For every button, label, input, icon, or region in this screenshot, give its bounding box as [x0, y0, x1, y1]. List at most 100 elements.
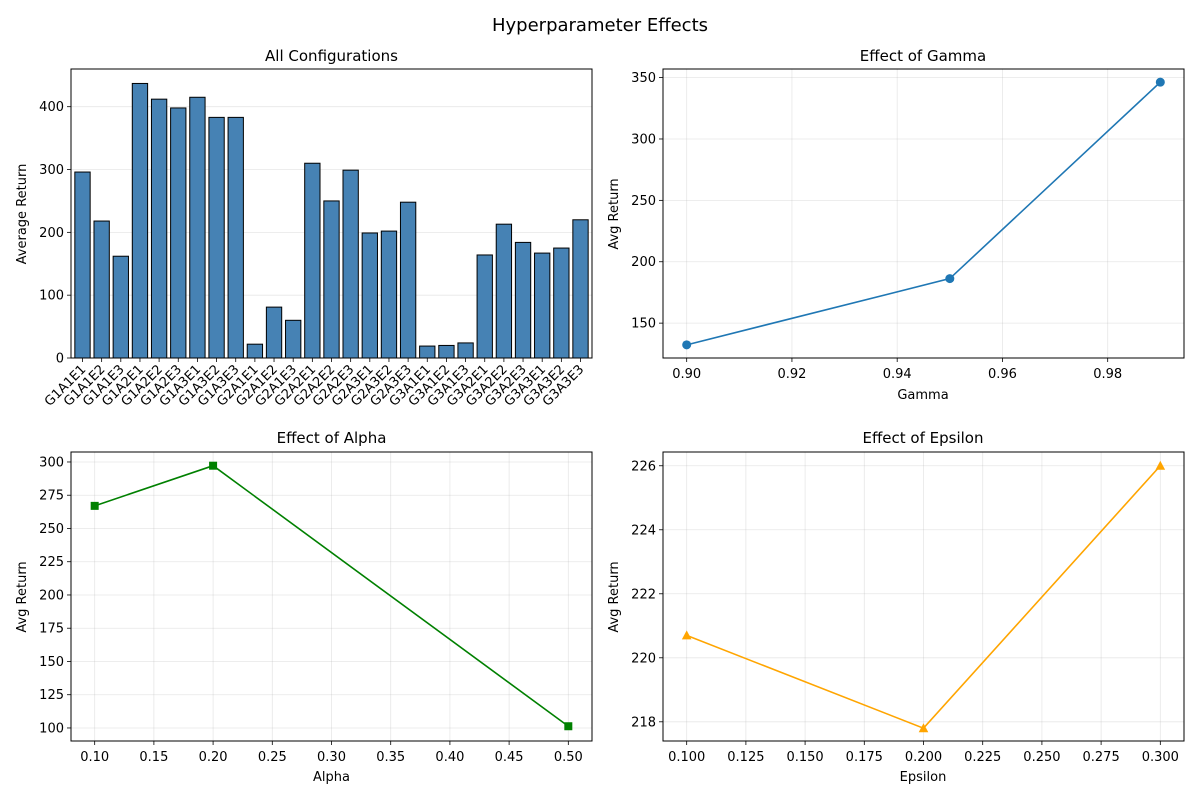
x-tick-label: 0.50	[554, 750, 583, 765]
data-point-marker	[681, 630, 692, 640]
bar-G2A2E1	[304, 162, 321, 359]
bar-G2A3E1	[361, 232, 378, 359]
x-tick-label: 0.15	[139, 750, 168, 765]
x-tick-label: 0.92	[777, 367, 806, 382]
x-tick-label: 0.200	[905, 750, 942, 765]
x-axis-label: Epsilon	[900, 770, 947, 785]
y-tick-label: 200	[39, 226, 64, 241]
y-tick-label: 200	[631, 255, 656, 270]
x-tick-label: 0.35	[376, 750, 405, 765]
bar-G3A2E1	[476, 254, 493, 359]
bar-G2A2E3	[342, 169, 359, 359]
x-tick-label: 0.98	[1093, 367, 1122, 382]
y-tick-label: 226	[631, 459, 656, 474]
plot-frame	[662, 68, 1185, 359]
bar-G1A3E3	[227, 116, 244, 359]
data-point-marker	[1155, 460, 1166, 470]
x-tick-label: 0.25	[258, 750, 287, 765]
bar-G1A1E3	[112, 255, 129, 359]
chart-title: Effect of Alpha	[277, 429, 387, 447]
bar-G3A1E3	[457, 342, 474, 359]
bar-G3A1E1	[419, 345, 436, 359]
bar-G3A1E2	[438, 344, 455, 359]
y-tick-label: 300	[39, 163, 64, 178]
y-axis-label: Avg Return	[607, 178, 622, 249]
y-tick-label: 250	[631, 194, 656, 209]
x-tick-label: 0.45	[495, 750, 524, 765]
x-tick-label: 0.300	[1142, 750, 1179, 765]
line-chart-effect-of-gamma: Effect of Gamma Gamma Avg Return 0.90 0.9…	[607, 47, 1185, 403]
bar-G3A3E1	[534, 252, 551, 359]
bar-G2A3E2	[380, 230, 398, 359]
bar-G2A1E1	[246, 343, 264, 359]
bar-G1A1E1	[74, 171, 91, 359]
bar-chart-all-configurations: All Configurations Average Return 0 100 20…	[15, 47, 593, 410]
x-tick-label: 0.150	[786, 750, 823, 765]
y-tick-label: 150	[631, 317, 656, 332]
y-tick-label: 250	[39, 522, 64, 537]
x-tick-label: 0.20	[199, 750, 228, 765]
data-point-marker	[564, 722, 573, 731]
plot-frame	[70, 68, 593, 359]
y-tick-label: 350	[631, 71, 656, 86]
chart-title: Effect of Epsilon	[863, 429, 984, 447]
bar-G3A2E3	[514, 241, 532, 359]
bar-G1A3E2	[208, 116, 225, 359]
bar-G2A1E2	[265, 306, 283, 359]
y-tick-label: 300	[39, 455, 64, 470]
y-tick-label: 275	[39, 489, 64, 504]
x-tick-label: 0.10	[80, 750, 109, 765]
y-tick-label: 200	[39, 588, 64, 603]
bar-G1A2E2	[150, 98, 168, 359]
data-point-marker	[90, 501, 99, 510]
y-tick-label: 218	[631, 715, 656, 730]
y-tick-label: 125	[39, 688, 64, 703]
y-axis-label: Avg Return	[15, 561, 30, 632]
y-tick-label: 150	[39, 655, 64, 670]
chart-title: Effect of Gamma	[860, 47, 986, 65]
y-tick-label: 400	[39, 100, 64, 115]
bar-G3A2E2	[495, 223, 513, 359]
data-point-marker	[945, 274, 955, 284]
x-axis-label: Alpha	[313, 770, 350, 785]
x-axis-label: Gamma	[897, 388, 948, 403]
bar-G3A3E2	[553, 247, 570, 359]
data-point-marker	[209, 461, 218, 470]
y-axis-label: Avg Return	[607, 561, 622, 632]
x-tick-label: 0.94	[883, 367, 912, 382]
series-line	[686, 81, 1161, 346]
bar-G2A3E3	[399, 201, 417, 359]
bar-G1A2E1	[131, 82, 149, 359]
y-tick-label: 224	[631, 523, 656, 538]
line-chart-effect-of-epsilon: Effect of Epsilon Epsilon Avg Return 0.1…	[607, 429, 1185, 785]
y-tick-label: 225	[39, 555, 64, 570]
x-tick-label: 0.100	[668, 750, 705, 765]
x-tick-label: 0.275	[1083, 750, 1120, 765]
x-tick-label: 0.90	[672, 367, 701, 382]
y-tick-label: 0	[56, 352, 64, 367]
y-tick-label: 220	[631, 651, 656, 666]
x-tick-label: 0.40	[435, 750, 464, 765]
data-point-marker	[682, 340, 692, 350]
figure-title: Hyperparameter Effects	[492, 15, 708, 36]
x-tick-label: 0.175	[846, 750, 883, 765]
plot-frame	[70, 451, 593, 742]
bar-G1A1E2	[93, 220, 110, 359]
y-tick-label: 222	[631, 587, 656, 602]
x-tick-label: 0.125	[727, 750, 764, 765]
bar-G2A1E3	[285, 319, 302, 359]
line-chart-effect-of-alpha: Effect of Alpha Alpha Avg Return 0.10 0.1…	[15, 429, 593, 785]
y-axis-label: Average Return	[15, 164, 30, 265]
x-tick-label: 0.96	[988, 367, 1017, 382]
x-tick-label: 0.30	[317, 750, 346, 765]
y-tick-label: 300	[631, 132, 656, 147]
bar-G1A3E1	[189, 96, 206, 359]
bar-G1A2E3	[170, 107, 187, 359]
y-tick-label: 100	[39, 289, 64, 304]
bar-G3A3E3	[572, 219, 589, 359]
y-tick-label: 175	[39, 622, 64, 637]
x-tick-label: 0.250	[1023, 750, 1060, 765]
plot-frame	[662, 451, 1185, 742]
chart-title: All Configurations	[265, 47, 398, 65]
